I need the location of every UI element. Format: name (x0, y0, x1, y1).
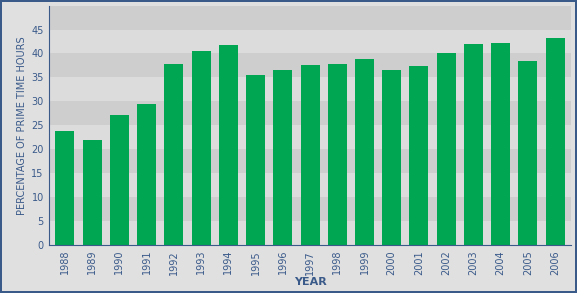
Bar (301, 65, 320, 245)
Y-axis label: PERCENTAGE OF PRIME TIME HOURS: PERCENTAGE OF PRIME TIME HOURS (17, 36, 27, 214)
Bar (48, 6, 571, 30)
Bar (48, 173, 571, 197)
Bar (518, 61, 537, 245)
Bar (273, 70, 293, 245)
Bar (437, 53, 456, 245)
Bar (546, 38, 565, 245)
Bar (246, 76, 265, 245)
Bar (48, 221, 571, 245)
Bar (137, 104, 156, 245)
Bar (355, 59, 374, 245)
Bar (48, 101, 571, 125)
Bar (48, 30, 571, 53)
Bar (328, 64, 347, 245)
Bar (48, 149, 571, 173)
Bar (48, 53, 571, 77)
Bar (48, 125, 571, 149)
Bar (491, 43, 510, 245)
Bar (192, 51, 211, 245)
Bar (83, 140, 102, 245)
Bar (48, 77, 571, 101)
Bar (382, 70, 401, 245)
Bar (48, 197, 571, 221)
Bar (55, 131, 74, 245)
Bar (164, 64, 183, 245)
Bar (110, 115, 129, 245)
Bar (219, 45, 238, 245)
X-axis label: YEAR: YEAR (294, 277, 327, 287)
Bar (410, 66, 429, 245)
Bar (464, 44, 483, 245)
